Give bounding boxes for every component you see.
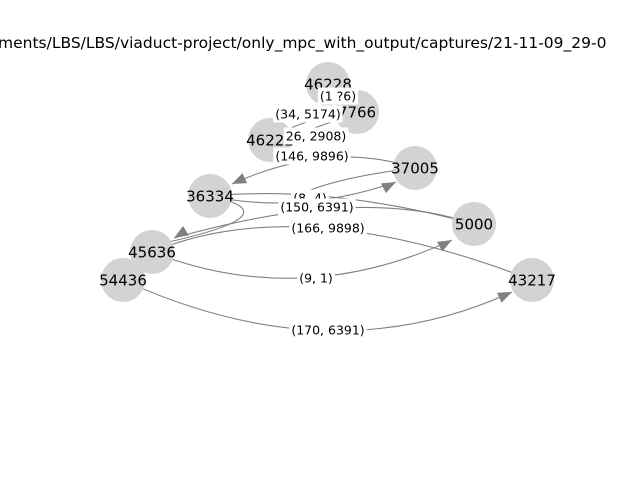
edge-label-e3: 26, 2908) [283,127,349,145]
nodes-layer: 4622877664622237005363345000456364321754… [99,62,556,302]
edge-label-bg [273,105,343,123]
node-circle [101,258,145,302]
edge-arrow-e7 [174,225,189,238]
edge-arrow-e12 [381,182,396,194]
node-label: 36334 [186,188,234,206]
edge-label-text: (1 ?6) [320,89,356,104]
edge-label-text: (150, 6391) [280,200,353,215]
node-5000[interactable]: 5000 [452,202,496,246]
node-label: 37005 [391,160,439,178]
edge-labels-layer: (1 ?6)(34, 5174)26, 2908)(146, 9896)(8, … [273,87,367,339]
edge-label-bg [317,87,359,105]
node-43217[interactable]: 43217 [508,258,556,302]
edge-label-bg [297,269,335,287]
diagram-title: ments/LBS/LBS/viaduct-project/only_mpc_w… [0,34,607,52]
edge-label-text: (34, 5174) [275,107,340,122]
node-label: 7766 [338,104,376,122]
edge-label-e1: (1 ?6) [317,87,359,105]
node-label: 45636 [128,244,176,262]
node-circle [188,174,232,218]
edge-label-text: (166, 9898) [291,221,364,236]
node-37005[interactable]: 37005 [391,146,439,190]
edge-label-text: (170, 6391) [291,323,364,338]
node-label: 54436 [99,272,147,290]
node-circle [130,230,174,274]
edge-label-text: (9, 1) [299,271,333,286]
node-label: 46222 [246,132,294,150]
edge-arrow-e4 [232,173,248,184]
edge-label-bg [283,127,349,145]
edge-label-bg [278,198,356,216]
edge-label-e9: (170, 6391) [289,321,367,339]
edge-label-e6: (150, 6391) [278,198,356,216]
node-label: 43217 [508,272,556,290]
node-36334[interactable]: 36334 [186,174,234,218]
edge-label-text: (146, 9896) [275,149,348,164]
edge-label-e4: (146, 9896) [273,147,351,165]
edge-label-e8: (9, 1) [297,269,335,287]
node-circle [510,258,554,302]
edge-arrow-e9 [496,292,512,303]
node-label: 5000 [455,216,493,234]
node-45636[interactable]: 45636 [128,230,176,274]
edge-label-bg [273,147,351,165]
edge-label-bg [289,219,367,237]
edge-arrow-e8 [437,240,452,252]
edge-label-text: 26, 2908) [286,129,347,144]
node-54436[interactable]: 54436 [99,258,147,302]
edge-label-bg [289,321,367,339]
edge-label-e7: (166, 9898) [289,219,367,237]
node-circle [452,202,496,246]
edge-label-e2: (34, 5174) [273,105,343,123]
node-circle [393,146,437,190]
